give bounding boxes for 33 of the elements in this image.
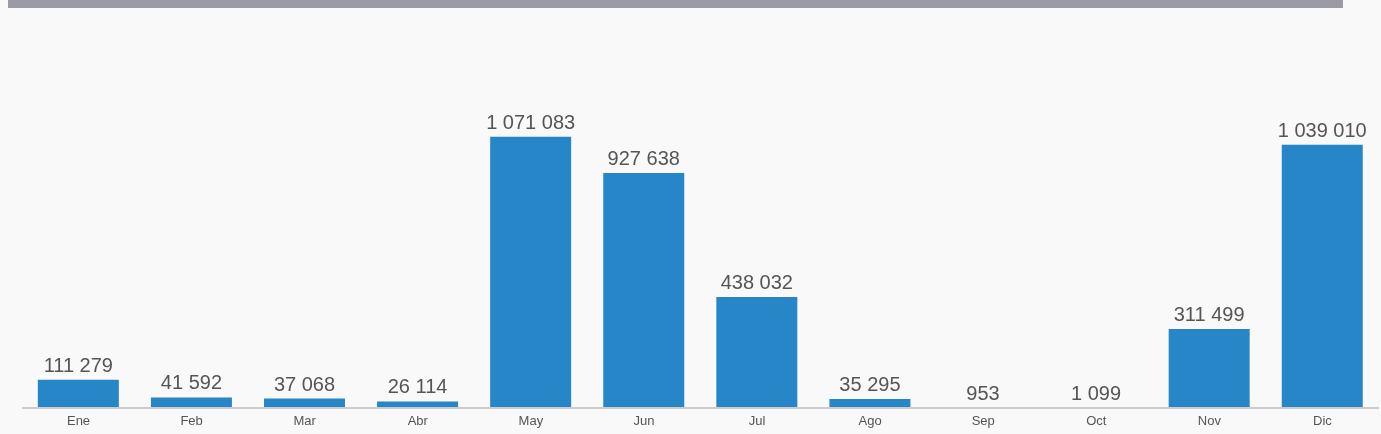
- data-label: 927 638: [607, 147, 680, 169]
- bar: [37, 379, 119, 408]
- x-tick-label: Mar: [293, 413, 317, 429]
- x-tick-label: Nov: [1197, 413, 1222, 429]
- x-tick-label: Abr: [407, 413, 429, 429]
- data-label: 953: [966, 381, 1000, 404]
- x-tick-label: Sep: [971, 413, 995, 429]
- bar: [377, 401, 459, 408]
- bar: [603, 173, 685, 408]
- bar: [829, 399, 911, 408]
- bar: [716, 297, 798, 408]
- data-label: 37 068: [273, 372, 336, 395]
- x-tick-label: Ago: [858, 413, 882, 429]
- data-label: 311 499: [1173, 303, 1245, 326]
- bar: [150, 397, 232, 408]
- bar: [490, 136, 572, 408]
- x-tick-label: Jun: [633, 413, 655, 429]
- x-tick-label: Feb: [180, 413, 203, 429]
- data-label: 1 071 083: [486, 110, 576, 133]
- x-tick-label: Oct: [1086, 413, 1107, 429]
- data-label: 1 039 010: [1277, 118, 1367, 141]
- data-label: 35 295: [839, 373, 901, 396]
- data-label: 26 114: [387, 375, 448, 398]
- x-tick-label: May: [518, 413, 544, 429]
- data-label: 1 099: [1071, 381, 1122, 404]
- x-tick-label: Dic: [1313, 413, 1333, 429]
- bar: [1168, 329, 1250, 408]
- data-label: 438 032: [720, 271, 793, 294]
- bar: [1281, 144, 1363, 408]
- data-label: 111 279: [43, 353, 113, 376]
- x-tick-label: Jul: [748, 413, 766, 429]
- x-tick-label: Ene: [66, 413, 91, 429]
- data-label: 41 592: [160, 371, 222, 394]
